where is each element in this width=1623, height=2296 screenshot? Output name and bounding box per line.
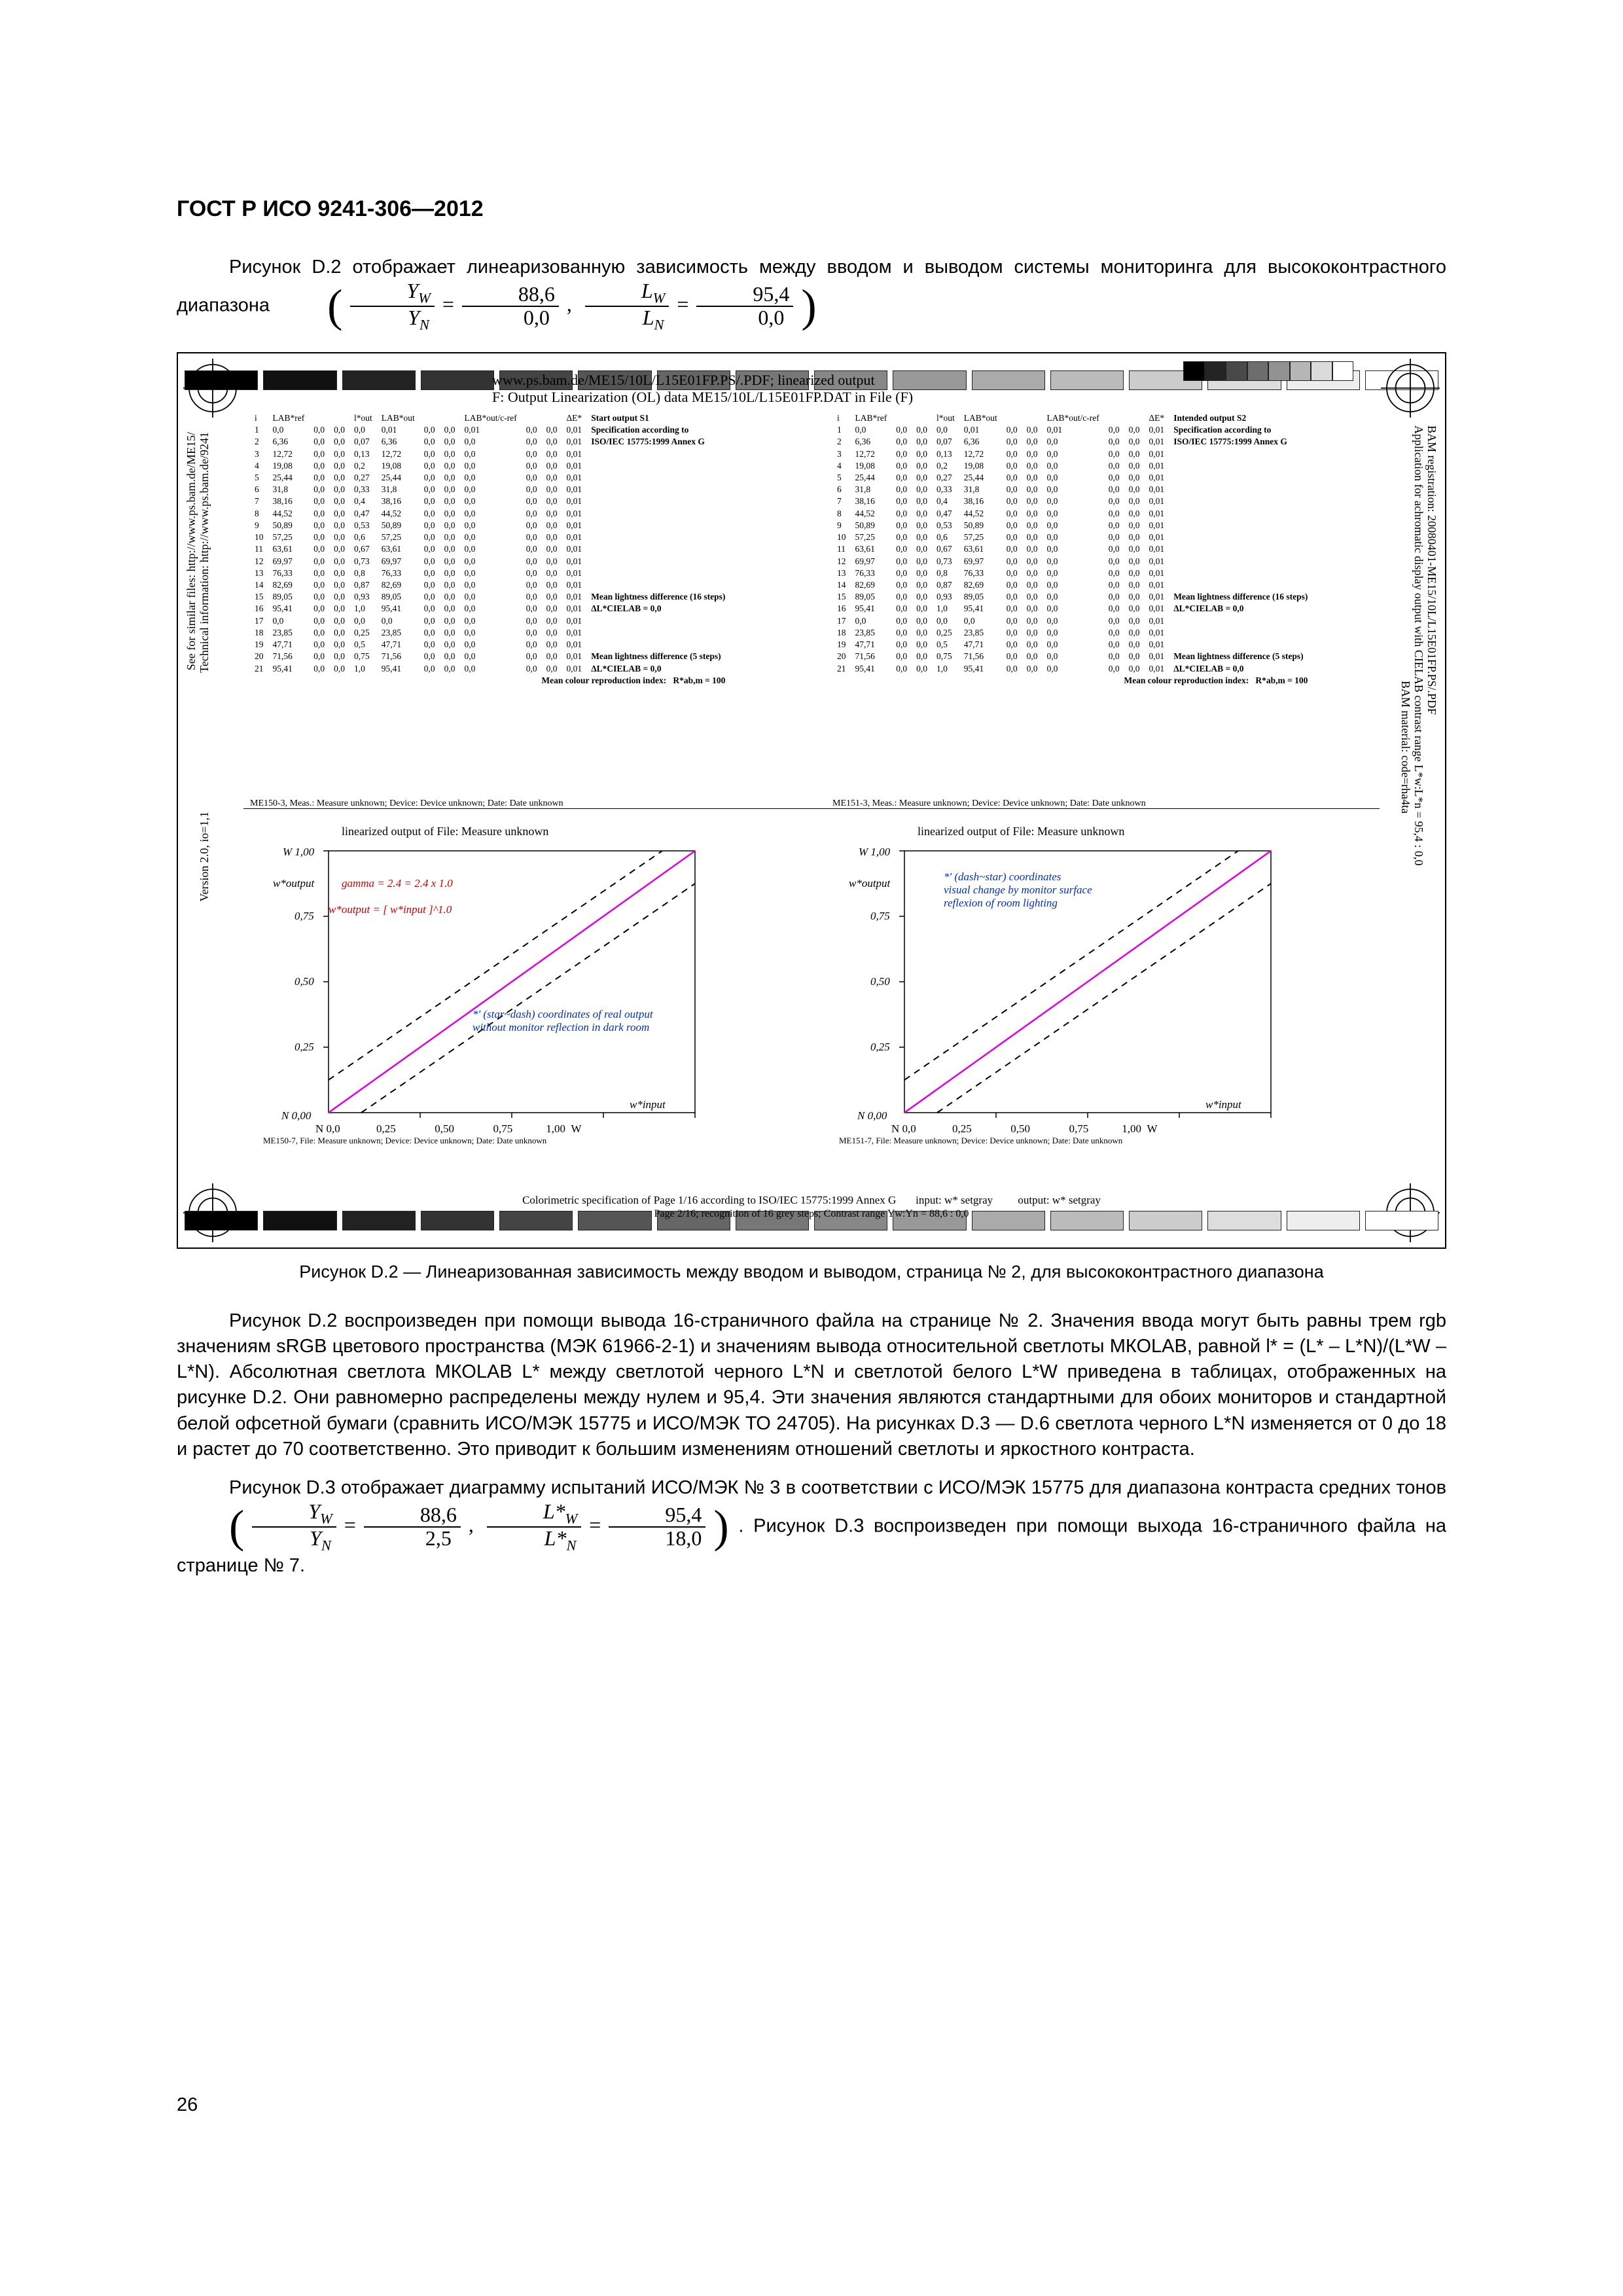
plot-footer-right: ME151-7, File: Measure unknown; Device: … — [839, 1136, 1122, 1146]
figure-header-url: www.ps.bam.de/ME15/10L/L15E01FP.PS/.PDF;… — [492, 372, 913, 389]
y-axis-top: W 1,00 — [283, 846, 314, 859]
y-axis-label-r: w*output — [849, 877, 890, 890]
table-caption-right: ME151-3, Meas.: Measure unknown; Device:… — [832, 798, 1146, 809]
xy-plot-left: linearized output of File: Measure unkno… — [263, 838, 747, 1152]
plot-title-right: linearized output of File: Measure unkno… — [918, 825, 1124, 838]
xy-plot-right: linearized output of File: Measure unkno… — [839, 838, 1323, 1152]
x-axis-label: w*input — [630, 1098, 666, 1111]
plot-footer-left: ME150-7, File: Measure unknown; Device: … — [263, 1136, 546, 1146]
table-caption-left: ME150-3, Meas.: Measure unknown; Device:… — [250, 798, 563, 809]
side-note-right-1: BAM registration: 20080401-ME15/10L/L15E… — [1425, 425, 1438, 715]
paragraph-2: Рисунок D.2 воспроизведен при помощи выв… — [177, 1308, 1446, 1462]
intro-paragraph: Рисунок D.2 отображает линеаризованную з… — [177, 255, 1446, 332]
formula-2: ( YWYN = 88,62,5 , L*WL*N = 95,418,0 ) — [177, 1501, 729, 1553]
figure-header-file: F: Output Linearization (OL) data ME15/1… — [492, 389, 913, 406]
plot-title-left: linearized output of File: Measure unkno… — [342, 825, 548, 838]
standard-header: ГОСТ Р ИСО 9241-306—2012 — [177, 196, 1446, 222]
gamma-note: gamma = 2.4 = 2.4 x 1.0 — [342, 877, 453, 890]
side-note-left-3: Version 2.0, io=1,1 — [198, 812, 211, 902]
right-plot-note: *' (dash~star) coordinates visual change… — [944, 870, 1153, 910]
data-table-left: iLAB*refl*outLAB*outLAB*out/c-refΔE*Star… — [250, 412, 730, 687]
figure-d2: www.ps.bam.de/ME15/10L/L15E01FP.PS/.PDF;… — [177, 352, 1446, 1249]
x-axis-label-r: w*input — [1205, 1098, 1241, 1111]
registration-target-tr — [1381, 359, 1440, 418]
paragraph-3: Рисунок D.3 отображает диаграмму испытан… — [177, 1475, 1446, 1579]
plot-footnote: *' (star~dash) coordinates of real outpu… — [473, 1008, 669, 1034]
wout-note: w*output = [ w*input ]^1.0 — [329, 903, 452, 916]
data-table-right: iLAB*refl*outLAB*outLAB*out/c-refΔE*Inte… — [832, 412, 1312, 687]
y-axis-top-r: W 1,00 — [859, 846, 890, 859]
grayscale-strip-short — [1183, 361, 1353, 380]
figure-bottom-text: Colorimetric specification of Page 1/16 … — [178, 1194, 1445, 1220]
para3-a: Рисунок D.3 отображает диаграмму испытан… — [229, 1477, 1446, 1498]
side-note-left-1: See for similar files: http://www.ps.bam… — [185, 432, 198, 670]
y-axis-label: w*output — [273, 877, 314, 890]
formula-1: ( YWYN = 88,60,0 , LWLN = 95,40,0 ) — [275, 280, 817, 332]
side-note-right-2: Application for achromatic display outpu… — [1412, 425, 1425, 866]
figure-caption: Рисунок D.2 — Линеаризованная зависимост… — [177, 1262, 1446, 1282]
page-number: 26 — [177, 2094, 198, 2116]
side-note-right-3: BAM material: code=rha4ta — [1399, 681, 1412, 814]
registration-target-tl — [183, 359, 242, 418]
figure-header-text: www.ps.bam.de/ME15/10L/L15E01FP.PS/.PDF;… — [492, 372, 913, 406]
divider-line — [243, 808, 1380, 809]
side-note-left-2: Technical information: http://www.ps.bam… — [198, 432, 211, 673]
